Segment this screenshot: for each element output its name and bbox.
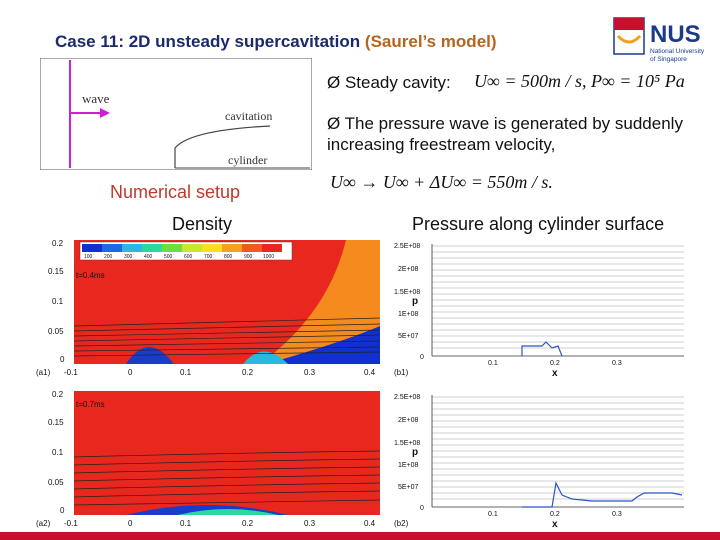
svg-text:0: 0 — [128, 368, 133, 377]
svg-text:0: 0 — [420, 505, 424, 512]
svg-text:(a2): (a2) — [36, 519, 51, 528]
svg-text:2E+08: 2E+08 — [398, 266, 419, 273]
svg-text:5E+07: 5E+07 — [398, 333, 419, 340]
svg-text:-0.1: -0.1 — [64, 368, 78, 377]
svg-text:0.1: 0.1 — [180, 519, 192, 528]
pressure-plot-b2: 2.5E+08 2E+08 1.5E+08 1E+08 5E+07 0 0.1 0.2 … — [392, 385, 687, 530]
svg-text:0.1: 0.1 — [180, 368, 192, 377]
svg-text:National University: National University — [650, 48, 705, 55]
svg-text:600: 600 — [184, 254, 193, 260]
svg-text:2E+08: 2E+08 — [398, 417, 419, 424]
svg-text:-0.1: -0.1 — [64, 519, 78, 528]
density-contour-a1: 100 200 300 400 500 600 700 800 900 1000 t=0.… — [28, 234, 388, 379]
setup-diagram: wave cavitation cylinder — [39, 57, 313, 171]
pressure-plot-b1: 2.5E+08 2E+08 1.5E+08 1E+08 5E+07 0 0.1 0.2 … — [392, 234, 687, 379]
nus-logo: NUS National University of Singapore — [612, 14, 712, 66]
svg-text:0.2: 0.2 — [550, 511, 560, 518]
svg-text:x: x — [552, 368, 558, 379]
svg-text:cylinder: cylinder — [228, 153, 267, 167]
svg-text:wave: wave — [82, 91, 110, 106]
bullet-pressure-wave: Ø The pressure wave is generated by sudd… — [327, 114, 683, 154]
svg-text:5E+07: 5E+07 — [398, 484, 419, 491]
svg-text:1E+08: 1E+08 — [398, 462, 419, 469]
svg-text:0.3: 0.3 — [612, 511, 622, 518]
svg-text:0: 0 — [128, 519, 133, 528]
svg-text:t=0.7ms: t=0.7ms — [76, 400, 105, 409]
svg-text:0.3: 0.3 — [304, 368, 316, 377]
svg-text:400: 400 — [144, 254, 153, 260]
title-model: (Saurel’s model) — [364, 32, 497, 51]
svg-text:900: 900 — [244, 254, 253, 260]
svg-text:800: 800 — [224, 254, 233, 260]
svg-text:0: 0 — [60, 506, 65, 515]
svg-text:(b2): (b2) — [394, 519, 409, 528]
density-caption: Density — [172, 214, 233, 234]
svg-text:300: 300 — [124, 254, 133, 260]
svg-text:0.2: 0.2 — [52, 239, 64, 248]
svg-text:p: p — [412, 447, 418, 458]
svg-text:0.2: 0.2 — [242, 368, 254, 377]
svg-text:0.1: 0.1 — [488, 511, 498, 518]
svg-text:p: p — [412, 296, 418, 307]
svg-text:0: 0 — [420, 354, 424, 361]
svg-text:0.1: 0.1 — [52, 448, 64, 457]
svg-text:0.2: 0.2 — [550, 360, 560, 367]
svg-text:500: 500 — [164, 254, 173, 260]
svg-text:0.15: 0.15 — [48, 267, 64, 276]
svg-text:1.5E+08: 1.5E+08 — [394, 440, 420, 447]
equation-velocity: U∞ → U∞ + ΔU∞ = 550m / s. — [330, 172, 553, 192]
svg-text:700: 700 — [204, 254, 213, 260]
bullet-steady-cavity: Ø Steady cavity: — [327, 73, 451, 92]
svg-text:(b1): (b1) — [394, 368, 409, 377]
svg-text:of Singapore: of Singapore — [650, 56, 687, 63]
numerical-setup-caption: Numerical setup — [110, 182, 241, 202]
svg-text:0.4: 0.4 — [364, 519, 376, 528]
svg-text:0.2: 0.2 — [242, 519, 254, 528]
svg-text:0.05: 0.05 — [48, 478, 64, 487]
svg-text:0.1: 0.1 — [488, 360, 498, 367]
title-main: Case 11: 2D unsteady supercavitation — [55, 32, 365, 51]
svg-text:1.5E+08: 1.5E+08 — [394, 289, 420, 296]
svg-text:2.5E+08: 2.5E+08 — [394, 394, 420, 401]
svg-text:0.4: 0.4 — [364, 368, 376, 377]
svg-text:0.05: 0.05 — [48, 327, 64, 336]
svg-text:1E+08: 1E+08 — [398, 311, 419, 318]
svg-text:0.15: 0.15 — [48, 418, 64, 427]
pressure-caption: Pressure along cylinder surface — [412, 214, 665, 234]
svg-text:t=0.4ms: t=0.4ms — [76, 271, 105, 280]
slide-title: Case 11: 2D unsteady supercavitation (Sa… — [55, 32, 497, 52]
svg-text:100: 100 — [84, 254, 93, 260]
svg-text:x: x — [552, 519, 558, 530]
svg-text:0.2: 0.2 — [52, 390, 64, 399]
equation-steady: U∞ = 500m / s, P∞ = 10⁵ Pa — [474, 71, 685, 91]
svg-text:(a1): (a1) — [36, 368, 51, 377]
svg-text:0: 0 — [60, 355, 65, 364]
svg-text:2.5E+08: 2.5E+08 — [394, 243, 420, 250]
svg-text:200: 200 — [104, 254, 113, 260]
logo-text: NUS — [650, 21, 701, 48]
svg-text:cavitation: cavitation — [225, 109, 272, 123]
svg-text:0.3: 0.3 — [612, 360, 622, 367]
svg-text:1000: 1000 — [263, 254, 274, 260]
footer-bar — [0, 532, 720, 540]
svg-text:0.3: 0.3 — [304, 519, 316, 528]
density-contour-a2: t=0.7ms 0.2 0.15 0.1 0.05 0 -0.1 0 0.1 0.2 0… — [28, 385, 388, 530]
svg-text:0.1: 0.1 — [52, 297, 64, 306]
